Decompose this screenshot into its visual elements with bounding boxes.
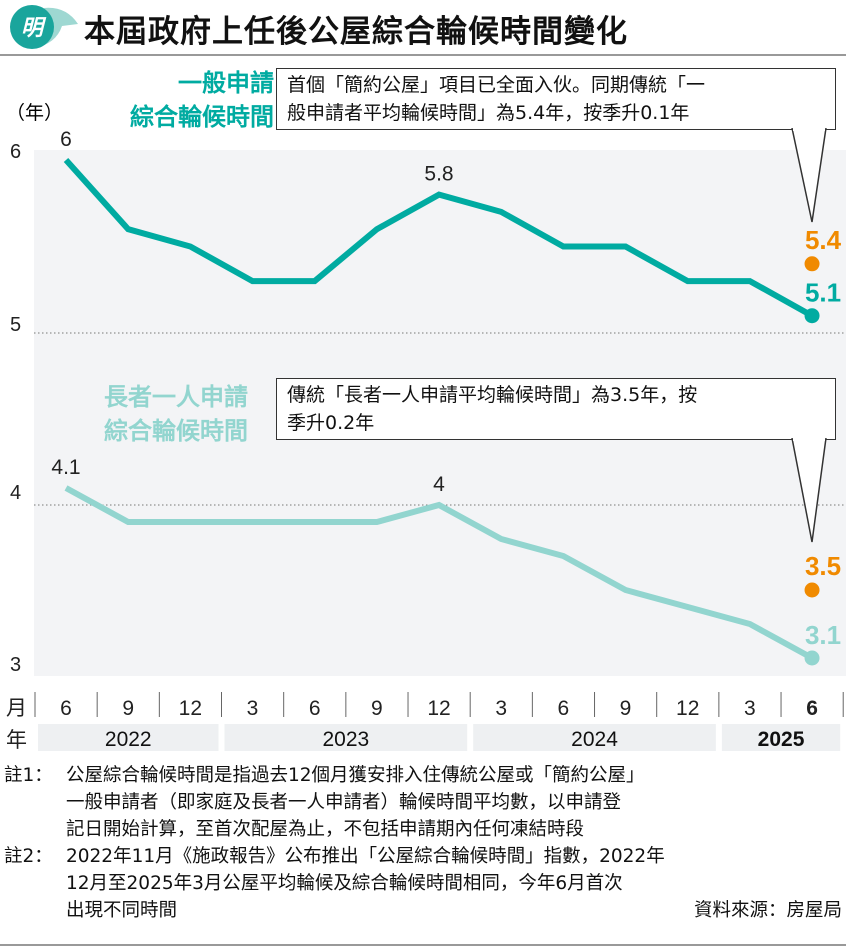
- footnote-line: 12月至2025年3月公屋平均輪候及綜合輪候時間相同，今年6月首次: [66, 873, 623, 894]
- year-label: 2024: [571, 728, 618, 751]
- footnote-line: 一般申請者（即家庭及長者一人申請者）輪候時間平均數，以申請登: [66, 792, 622, 813]
- elderly-series-label: 長者一人申請 綜合輪候時間: [104, 383, 248, 445]
- x-tick-label: 3: [247, 697, 259, 720]
- general-callout-pointer: [791, 128, 827, 223]
- year-label: 2023: [322, 728, 369, 751]
- y-tick-label: 4: [10, 482, 21, 504]
- footnote-label: 註2：: [4, 846, 53, 867]
- bottom-rule: [0, 944, 846, 946]
- year-label: 2025: [758, 728, 805, 751]
- year-axis-label: 年: [6, 729, 27, 752]
- svg-text:明: 明: [21, 15, 47, 40]
- data-label: 4: [433, 473, 445, 496]
- year-label: 2022: [105, 728, 152, 751]
- x-tick-label: 9: [620, 697, 632, 720]
- x-tick-label: 12: [427, 697, 450, 720]
- data-label: 4.1: [51, 456, 80, 479]
- data-label: 3.1: [805, 620, 841, 650]
- series-line: [64, 485, 814, 661]
- footnote-line: 2022年11月《施政報告》公布推出「公屋綜合輪候時間」指數，2022年: [66, 846, 665, 867]
- traditional-point: [804, 256, 820, 272]
- data-label: 5.8: [424, 163, 453, 186]
- month-axis-label: 月: [6, 697, 27, 720]
- chart-title: 本屆政府上任後公屋綜合輪候時間變化: [84, 14, 628, 50]
- footnote: 註2： 2022年11月《施政報告》公布推出「公屋綜合輪候時間」指數，2022年 1…: [4, 843, 842, 924]
- title-divider: [0, 54, 846, 56]
- x-tick-label: 6: [309, 697, 321, 720]
- series-end-point: [804, 650, 820, 666]
- traditional-label: 3.5: [805, 551, 841, 581]
- footnotes: 註1： 公屋綜合輪候時間是指過去12個月獲安排入住傳統公屋或「簡約公屋」 一般申請者…: [4, 762, 842, 924]
- x-tick-label: 3: [744, 697, 756, 720]
- x-tick-label: 12: [676, 697, 699, 720]
- footnote-line: 公屋綜合輪候時間是指過去12個月獲安排入住傳統公屋或「簡約公屋」: [66, 765, 645, 786]
- traditional-label: 5.4: [805, 225, 842, 255]
- footnote-line: 記日開始計算，至首次配屋為止，不包括申請期內任何凍結時段: [66, 819, 585, 840]
- y-tick-label: 6: [10, 141, 21, 163]
- footnote-line: 出現不同時間: [66, 900, 178, 921]
- x-tick-label: 6: [806, 697, 818, 720]
- x-tick-label: 6: [558, 697, 570, 720]
- source: 資料來源：房屋局: [693, 900, 842, 921]
- x-tick-label: 3: [495, 697, 507, 720]
- year-band: [224, 724, 468, 751]
- x-tick-label: 9: [122, 697, 134, 720]
- series-line: [63, 157, 814, 319]
- general-series-label: 一般申請 綜合輪候時間: [130, 69, 274, 131]
- year-band: [721, 724, 841, 751]
- year-band: [38, 724, 219, 751]
- y-unit-label: （年）: [6, 102, 64, 124]
- y-tick-label: 5: [10, 314, 21, 336]
- x-tick-label: 9: [371, 697, 383, 720]
- footnote-label: 註1：: [4, 765, 53, 786]
- series-end-point: [804, 308, 820, 324]
- traditional-point: [804, 582, 820, 598]
- y-tick-label: 3: [10, 654, 21, 676]
- footnote: 註1： 公屋綜合輪候時間是指過去12個月獲安排入住傳統公屋或「簡約公屋」 一般申請者…: [4, 762, 842, 843]
- year-band: [473, 724, 716, 751]
- data-label: 6: [60, 128, 72, 151]
- x-tick-label: 12: [179, 697, 202, 720]
- elderly-callout-pointer: [791, 438, 827, 543]
- data-label: 5.1: [805, 278, 841, 308]
- ming-pao-logo: 明: [10, 5, 78, 49]
- x-tick-label: 6: [60, 697, 72, 720]
- general-callout: 首個「簡約公屋」項目已全面入伙。同期傳統「一 般申請者平均輪候時間」為5.4年，按…: [276, 68, 836, 130]
- elderly-callout: 傳統「長者一人申請平均輪候時間」為3.5年，按 季升0.2年: [276, 378, 836, 440]
